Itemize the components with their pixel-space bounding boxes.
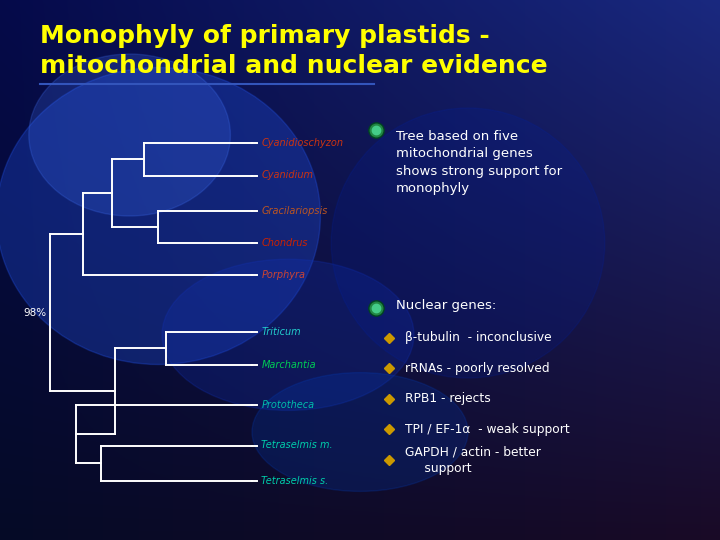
- Text: rRNAs - poorly resolved: rRNAs - poorly resolved: [405, 362, 550, 375]
- Text: GAPDH / actin - better
     support: GAPDH / actin - better support: [405, 446, 541, 475]
- Text: 98%: 98%: [24, 308, 47, 318]
- Text: Prototheca: Prototheca: [261, 400, 315, 410]
- Ellipse shape: [162, 259, 414, 410]
- Ellipse shape: [252, 373, 468, 491]
- Text: Tetraselmis m.: Tetraselmis m.: [261, 441, 333, 450]
- Text: RPB1 - rejects: RPB1 - rejects: [405, 392, 491, 405]
- Text: Marchantia: Marchantia: [261, 360, 316, 369]
- Text: Cyanidioschyzon: Cyanidioschyzon: [261, 138, 343, 148]
- Text: Tetraselmis s.: Tetraselmis s.: [261, 476, 328, 485]
- Text: Tree based on five
mitochondrial genes
shows strong support for
monophyly: Tree based on five mitochondrial genes s…: [396, 130, 562, 195]
- Ellipse shape: [0, 68, 320, 364]
- Text: Chondrus: Chondrus: [261, 238, 308, 248]
- Text: Triticum: Triticum: [261, 327, 301, 337]
- Text: Cyanidium: Cyanidium: [261, 171, 313, 180]
- Text: TPI / EF-1α  - weak support: TPI / EF-1α - weak support: [405, 423, 570, 436]
- Text: Monophyly of primary plastids -: Monophyly of primary plastids -: [40, 24, 490, 48]
- Text: Porphyra: Porphyra: [261, 271, 305, 280]
- Text: Gracilariopsis: Gracilariopsis: [261, 206, 328, 215]
- Ellipse shape: [331, 108, 605, 378]
- Text: Nuclear genes:: Nuclear genes:: [396, 299, 496, 312]
- Text: β-tubulin  - inconclusive: β-tubulin - inconclusive: [405, 331, 552, 344]
- Ellipse shape: [29, 54, 230, 216]
- Text: mitochondrial and nuclear evidence: mitochondrial and nuclear evidence: [40, 54, 547, 78]
